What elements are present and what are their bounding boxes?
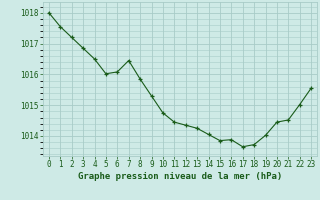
X-axis label: Graphe pression niveau de la mer (hPa): Graphe pression niveau de la mer (hPa) (78, 172, 282, 181)
